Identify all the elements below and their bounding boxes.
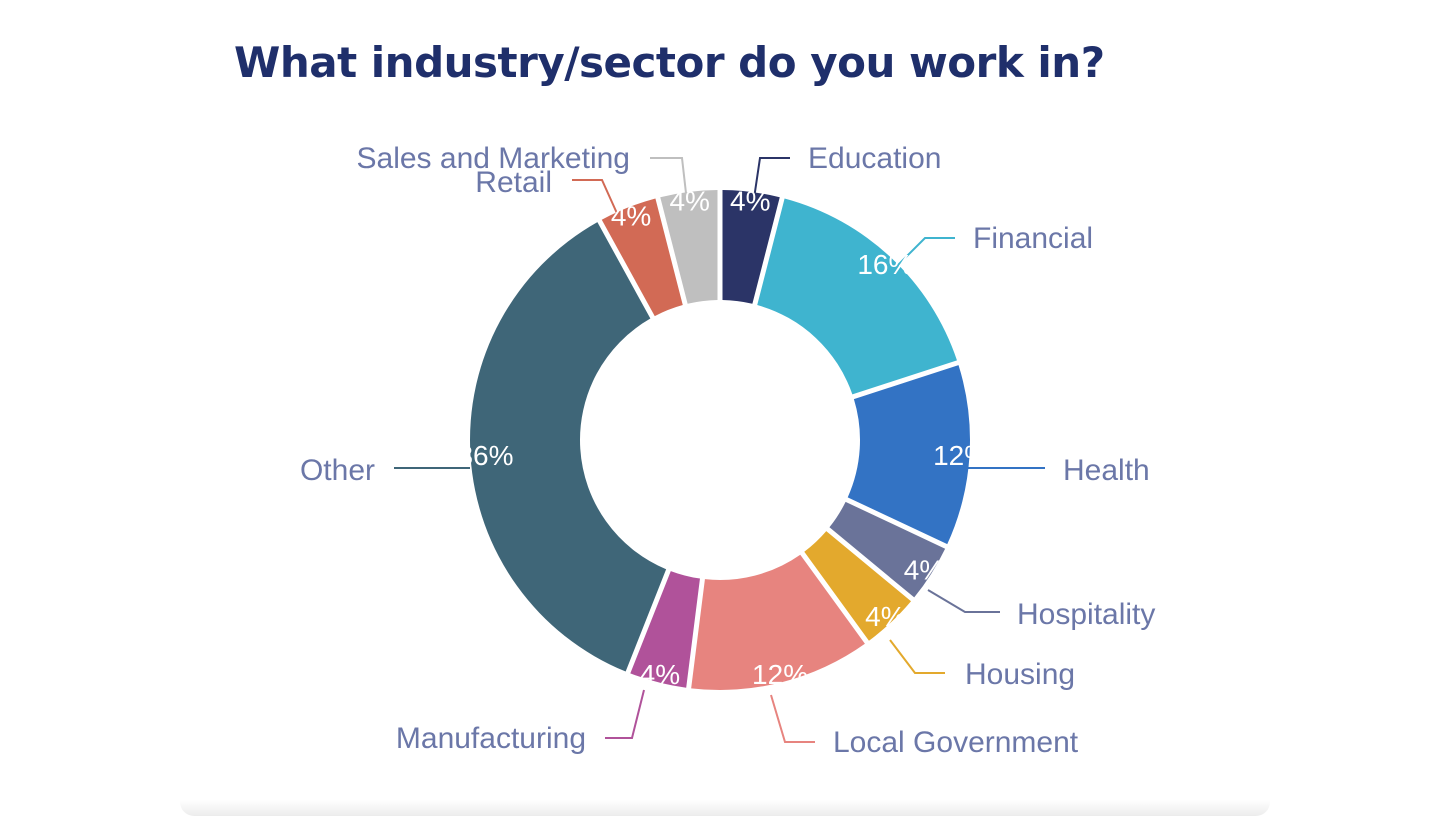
value-label: 4%	[611, 200, 651, 231]
chart-title: What industry/sector do you work in?	[234, 38, 1105, 87]
value-label: 12%	[752, 659, 808, 690]
category-label: Education	[808, 142, 941, 175]
leader-line	[751, 157, 790, 213]
value-label: 4%	[640, 659, 680, 690]
category-label: Local Government	[833, 726, 1079, 759]
slice-hospitality	[829, 501, 946, 598]
slice-sales-and-marketing	[660, 190, 718, 304]
category-label: Financial	[973, 222, 1093, 255]
slice-financial	[757, 198, 957, 395]
category-label: Health	[1063, 454, 1150, 487]
leader-line	[770, 694, 815, 743]
value-label: 36%	[457, 440, 513, 471]
slice-local-government	[691, 554, 865, 690]
card-bottom-shadow	[180, 800, 1270, 816]
slice-education	[722, 190, 780, 304]
leader-line	[889, 639, 945, 674]
category-label: Other	[300, 454, 375, 487]
leader-lines	[394, 157, 1045, 743]
slice-housing	[804, 531, 912, 641]
value-label: 4%	[865, 601, 905, 632]
value-label: 12%	[933, 440, 989, 471]
labels-layer: 4% Education 16% Financial 12% Health 4% Hospit…	[300, 142, 1155, 759]
category-label: Hospitality	[1017, 598, 1155, 631]
slice-manufacturing	[630, 571, 700, 688]
category-label: Retail	[475, 166, 552, 199]
category-label: Housing	[965, 658, 1075, 691]
value-label: 4%	[669, 185, 709, 216]
value-label: 4%	[904, 554, 944, 585]
value-label: 4%	[730, 185, 770, 216]
slices-layer	[470, 190, 970, 690]
leader-line	[887, 237, 955, 276]
category-label: Manufacturing	[396, 722, 586, 755]
leader-line	[650, 157, 688, 203]
leader-line	[572, 179, 621, 221]
category-label: Sales and Marketing	[357, 142, 631, 175]
slice-other	[470, 222, 667, 672]
slice-retail	[601, 198, 683, 317]
value-label: 16%	[857, 249, 913, 280]
leader-line	[605, 689, 645, 739]
leader-line	[927, 589, 1000, 613]
slice-health	[847, 365, 970, 545]
